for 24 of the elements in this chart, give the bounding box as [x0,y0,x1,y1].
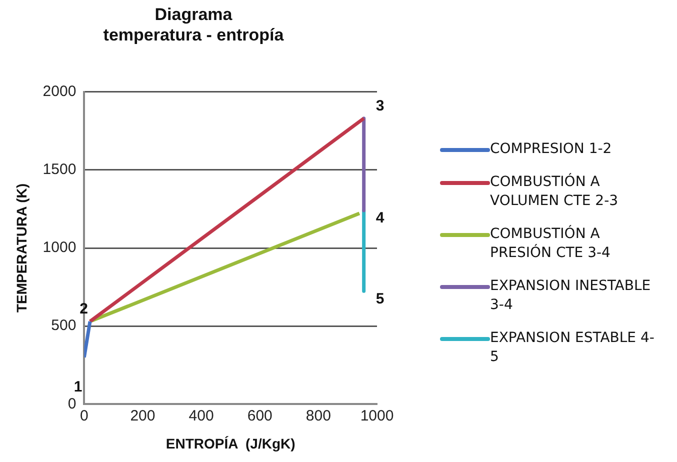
x-axis-title: ENTROPÍA (J/KgK) [166,435,296,452]
legend-label: COMPRESION 1-2 [490,140,612,159]
y-tick-label: 1500 [42,161,76,178]
legend-label: EXPANSION ESTABLE 4-5 [490,329,655,367]
x-tick-label: 0 [80,407,88,424]
x-tick-label: 200 [130,407,156,424]
y-tick-label: 0 [68,395,76,412]
x-tick-label: 600 [247,407,272,424]
x-tick-label: 1000 [360,407,394,424]
y-axis-title: TEMPERATURA (K) [13,183,30,313]
y-tick-label: 2000 [42,82,76,100]
legend-label: EXPANSION INESTABLE 3-4 [490,277,652,315]
x-tick-label: 800 [306,407,331,424]
annotation: 3 [376,97,384,114]
x-tick-label: 400 [188,407,214,424]
annotation: 4 [376,210,385,227]
annotation: 5 [376,290,384,308]
annotation: 2 [80,300,88,318]
chart-title: Diagrama temperatura - entropía [103,4,284,44]
y-tick-label: 1000 [42,239,76,256]
legend-label: COMBUSTIÓN A PRESIÓN CTE 3-4 [490,225,612,263]
y-tick-label: 500 [51,317,76,334]
annotation: 1 [74,378,82,396]
legend-label: COMBUSTIÓN A VOLUMEN CTE 2-3 [490,173,620,211]
